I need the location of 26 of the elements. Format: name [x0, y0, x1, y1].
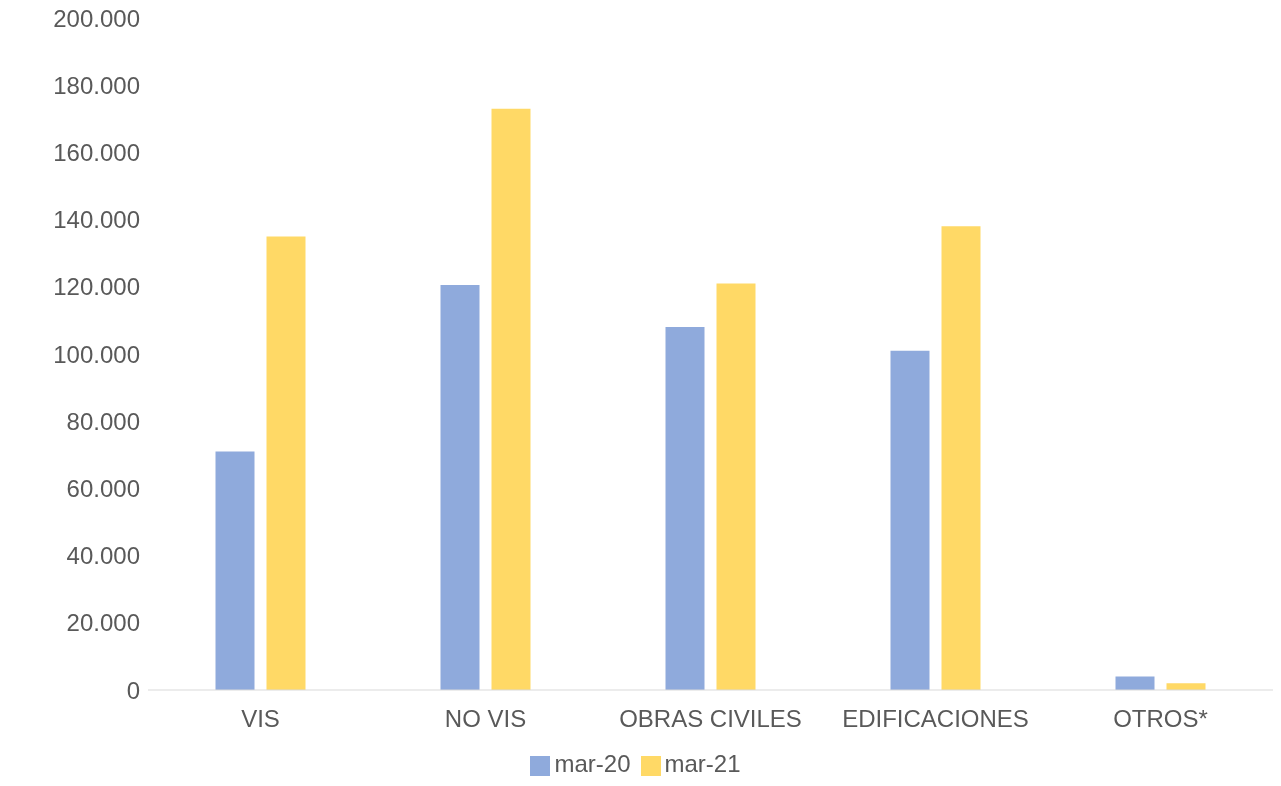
y-tick-label: 80.000 [66, 407, 140, 435]
bar [716, 283, 756, 690]
y-tick-label: 20.000 [66, 609, 140, 637]
y-tick-label: 140.000 [53, 206, 140, 234]
y-tick-label: 200.000 [53, 4, 140, 32]
y-tick-label: 40.000 [66, 542, 140, 570]
y-tick-label: 120.000 [53, 273, 140, 301]
y-tick-label: 0 [126, 676, 140, 704]
bar [266, 236, 306, 690]
y-tick-label: 60.000 [66, 474, 140, 502]
y-tick-label: 160.000 [53, 138, 140, 166]
bar [890, 350, 930, 690]
legend-label: mar-21 [664, 750, 741, 777]
bar [941, 226, 981, 690]
y-tick-label: 100.000 [53, 340, 140, 368]
bar [215, 451, 255, 690]
bar [440, 285, 480, 690]
x-tick-label: NO VIS [444, 705, 527, 733]
bar [665, 327, 705, 690]
x-tick-label: VIS [241, 705, 280, 733]
legend-label: mar-20 [554, 750, 631, 777]
x-tick-label: OBRAS CIVILES [619, 705, 802, 733]
x-tick-label: EDIFICACIONES [842, 705, 1029, 733]
x-tick-label: OTROS* [1113, 705, 1208, 733]
bar [491, 108, 531, 690]
y-tick-label: 180.000 [53, 71, 140, 99]
